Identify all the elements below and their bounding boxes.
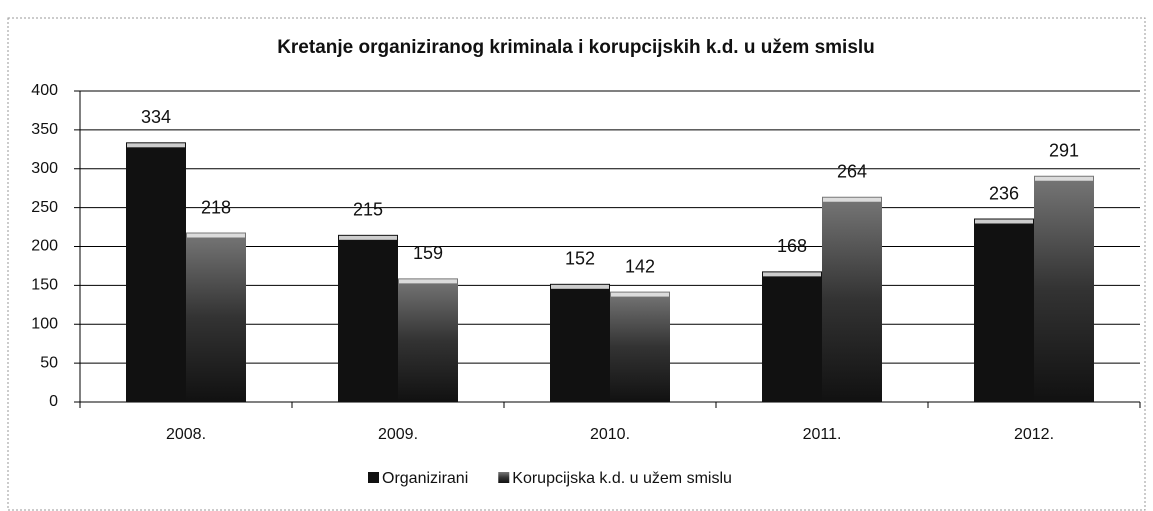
y-tick-label: 0 [49, 393, 58, 410]
x-tick-label: 2010. [590, 426, 630, 443]
legend-swatch [498, 472, 510, 483]
legend-label: Organizirani [382, 470, 468, 487]
x-tick-label: 2008. [166, 426, 206, 443]
bar-cap [823, 197, 881, 202]
value-label: 334 [141, 107, 171, 127]
bar-cap [763, 272, 821, 277]
bar [550, 283, 610, 402]
y-tick-label: 300 [31, 160, 58, 177]
bar [762, 271, 822, 402]
y-tick-label: 400 [31, 82, 58, 99]
y-tick-label: 350 [31, 121, 58, 138]
x-tick-label: 2011. [803, 426, 842, 443]
bar [610, 291, 670, 402]
value-label: 168 [777, 236, 807, 256]
chart-title: Kretanje organiziranog kriminala i korup… [277, 37, 875, 58]
bar-cap [975, 219, 1033, 224]
bar-cap [551, 284, 609, 289]
value-label: 291 [1049, 140, 1079, 160]
y-tick-label: 50 [40, 354, 58, 371]
x-tick-label: 2009. [378, 426, 418, 443]
bar-cap [187, 233, 245, 238]
bar [398, 278, 458, 402]
value-label: 264 [837, 161, 867, 181]
bar-cap [339, 235, 397, 240]
legend-label: Korupcijska k.d. u užem smislu [512, 470, 732, 487]
bar [126, 142, 186, 402]
bar-cap [127, 143, 185, 148]
bar-cap [1035, 176, 1093, 181]
y-tick-label: 100 [31, 315, 58, 332]
value-label: 215 [353, 200, 383, 220]
chart-frame [7, 17, 1146, 511]
bar [186, 232, 246, 402]
value-label: 142 [625, 256, 655, 276]
bar-cap [399, 279, 457, 284]
bar [822, 196, 882, 402]
value-label: 218 [201, 197, 231, 217]
legend-swatch [368, 472, 379, 483]
bar [1034, 175, 1094, 402]
y-tick-label: 150 [31, 277, 58, 294]
y-tick-label: 200 [31, 238, 58, 255]
bar-cap [611, 292, 669, 297]
y-tick-label: 250 [31, 199, 58, 216]
value-label: 152 [565, 249, 595, 269]
bar [974, 218, 1034, 402]
x-tick-label: 2012. [1014, 426, 1054, 443]
bar [338, 234, 398, 402]
value-label: 159 [413, 243, 443, 263]
value-label: 236 [989, 183, 1019, 203]
